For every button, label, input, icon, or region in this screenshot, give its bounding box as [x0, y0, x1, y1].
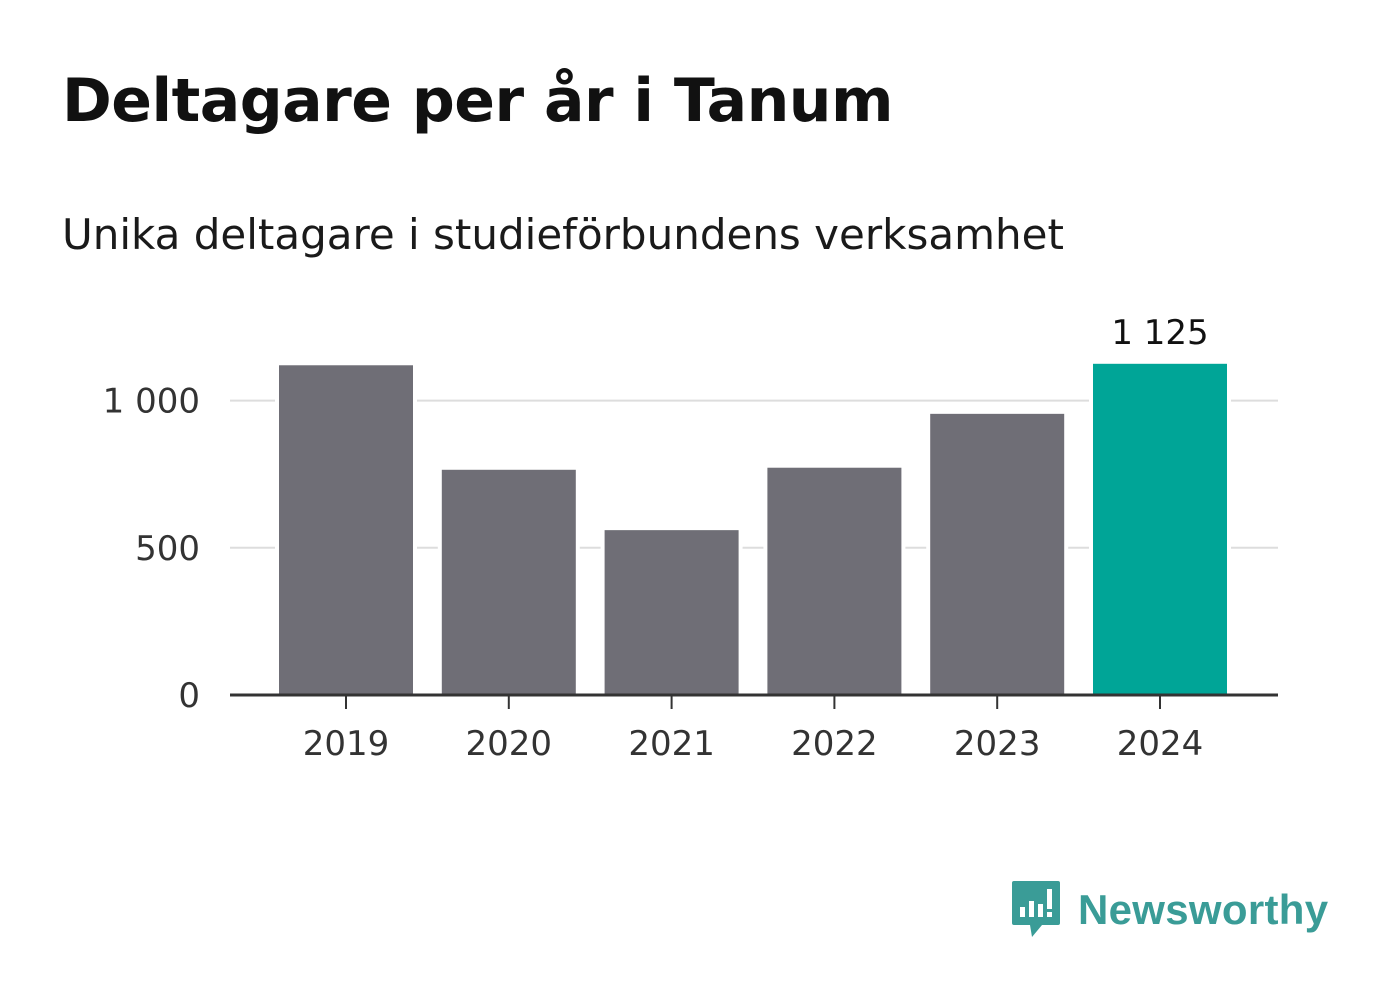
brand-name: Newsworthy: [1078, 886, 1329, 933]
x-tick-label: 2024: [1117, 724, 1204, 764]
x-tick-label: 2021: [628, 724, 715, 764]
bar: [767, 467, 902, 695]
y-tick-label: 0: [178, 676, 200, 716]
x-tick-label: 2022: [791, 724, 878, 764]
bar: [930, 413, 1065, 695]
newsworthy-logo-icon: [1012, 881, 1060, 937]
y-tick-label: 500: [135, 529, 200, 569]
x-tick-label: 2020: [466, 724, 553, 764]
data-label: 1 125: [1111, 313, 1208, 353]
x-tick-label: 2019: [303, 724, 390, 764]
bar: [441, 469, 576, 695]
chart-title: Deltagare per år i Tanum: [62, 66, 894, 136]
y-tick-label: 1 000: [103, 382, 200, 422]
bar: [1093, 363, 1227, 695]
brand-logo: Newsworthy: [1010, 878, 1328, 942]
bar: [279, 365, 413, 695]
chart-subtitle: Unika deltagare i studieförbundens verks…: [62, 210, 1064, 259]
bar: [604, 530, 739, 695]
x-tick-label: 2023: [954, 724, 1041, 764]
